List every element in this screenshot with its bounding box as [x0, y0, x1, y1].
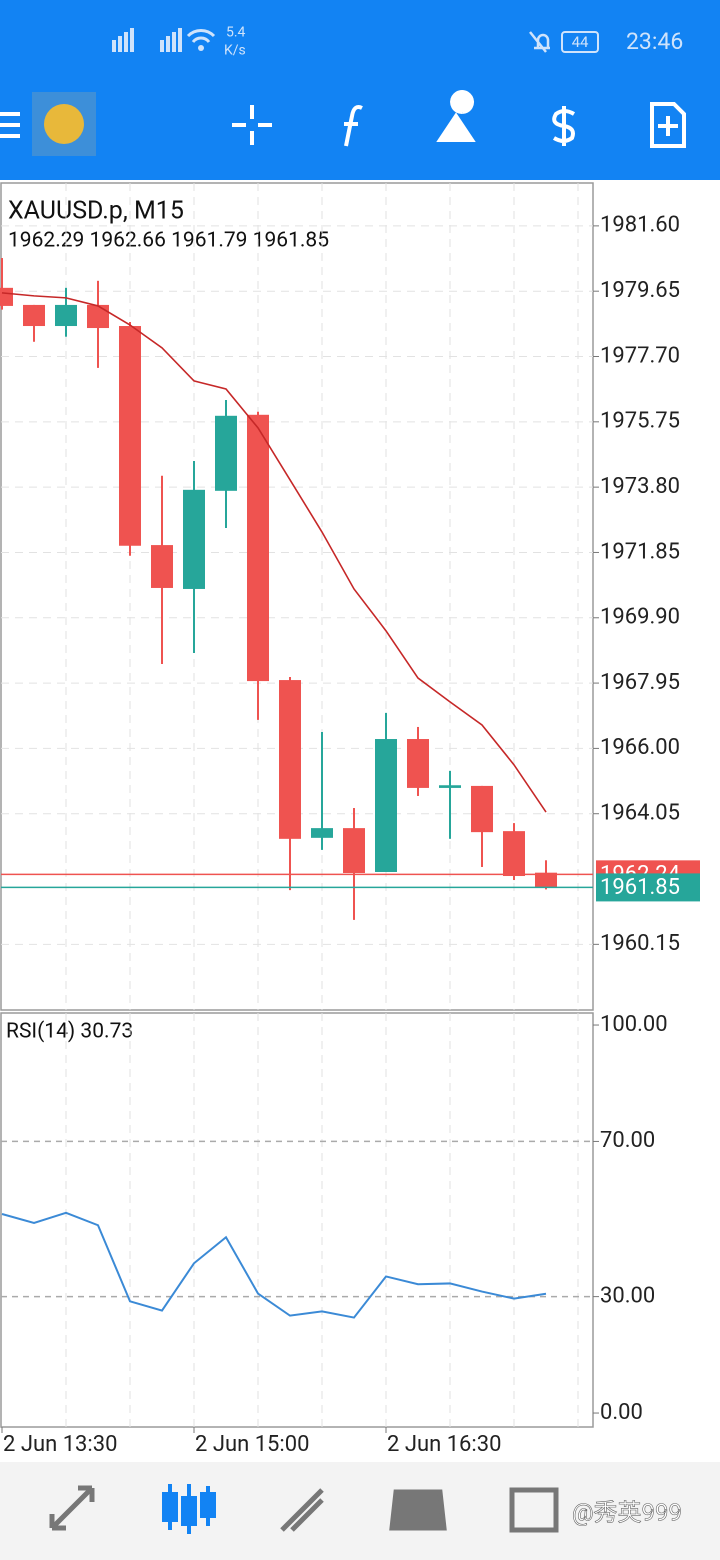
y-tick-label: 1964.05 [600, 801, 680, 826]
candle-body [439, 785, 461, 788]
y-tick-label: 1960.15 [600, 931, 680, 956]
candle-body [87, 304, 109, 329]
net-speed: 5.4 [226, 25, 246, 41]
clock: 23:46 [626, 28, 683, 55]
net-speed-unit: K/s [224, 43, 246, 59]
battery-level: 44 [572, 33, 589, 51]
candle-body [23, 304, 45, 327]
menu-icon[interactable] [0, 112, 20, 138]
y-tick-label: 1966.00 [600, 735, 680, 760]
candle-body [247, 414, 269, 682]
y-tick-label: 70.00 [600, 1128, 655, 1153]
y-tick-label: 1973.80 [600, 474, 680, 499]
nav-quotes[interactable] [49, 1485, 95, 1531]
price-chart-frame [0, 182, 594, 1011]
watermark: @秀英999 [572, 1498, 682, 1526]
candle-body [55, 304, 77, 327]
x-tick-label: 2 Jun 16:30 [387, 1432, 501, 1457]
app-logo-mark [44, 104, 84, 144]
y-tick-label: 1979.65 [600, 278, 680, 303]
y-tick-label: 1971.85 [600, 539, 680, 564]
x-tick-label: 2 Jun 13:30 [3, 1432, 117, 1457]
candle-body [311, 828, 333, 838]
rsi-line [1, 1211, 547, 1319]
battery-icon [561, 31, 599, 53]
ohlc-readout: 1962.29 1962.66 1961.79 1961.85 [8, 229, 329, 253]
objects-button[interactable] [436, 90, 476, 142]
candle-body [407, 739, 429, 788]
y-tick-label: 1975.75 [600, 409, 680, 434]
candle-body [375, 739, 397, 872]
indicators-button[interactable] [344, 105, 363, 147]
price-tag-label: 1961.85 [600, 875, 680, 900]
candle-body [279, 680, 301, 839]
nav-history[interactable] [389, 1489, 447, 1531]
candle-body [0, 287, 13, 306]
candle-body [471, 785, 493, 833]
chart-title: XAUUSD.p, M15 [8, 197, 184, 226]
crosshair-button[interactable] [232, 105, 272, 145]
price-tag [596, 873, 700, 902]
y-tick-label: 1967.95 [600, 670, 680, 695]
moving-average [1, 292, 547, 813]
header [0, 0, 720, 180]
y-tick-label: 1969.90 [600, 605, 680, 630]
y-tick-label: 100.00 [600, 1012, 668, 1037]
candle-body [215, 415, 237, 491]
y-tick-label: 1981.60 [600, 213, 680, 238]
candle-body [535, 872, 557, 888]
rsi-frame [0, 1012, 594, 1428]
nav-trade[interactable] [280, 1488, 324, 1532]
bottom-nav [0, 1462, 720, 1560]
y-tick-label: 0.00 [600, 1400, 643, 1425]
y-tick-label: 30.00 [600, 1283, 655, 1308]
nav-news[interactable] [509, 1487, 559, 1533]
new-order-button[interactable] [650, 102, 686, 148]
nav-chart[interactable] [162, 1484, 216, 1534]
candle-body [343, 828, 365, 874]
rsi-title: RSI(14) 30.73 [6, 1020, 133, 1044]
x-tick-label: 2 Jun 15:00 [195, 1432, 309, 1457]
mute-icon [529, 31, 550, 53]
candle-body [119, 326, 141, 546]
signal-icons [112, 28, 216, 52]
candle-body [151, 545, 173, 588]
y-tick-label: 1977.70 [600, 343, 680, 368]
candle-body [183, 489, 205, 589]
trade-button[interactable] [552, 106, 576, 146]
candle-body [503, 831, 525, 877]
